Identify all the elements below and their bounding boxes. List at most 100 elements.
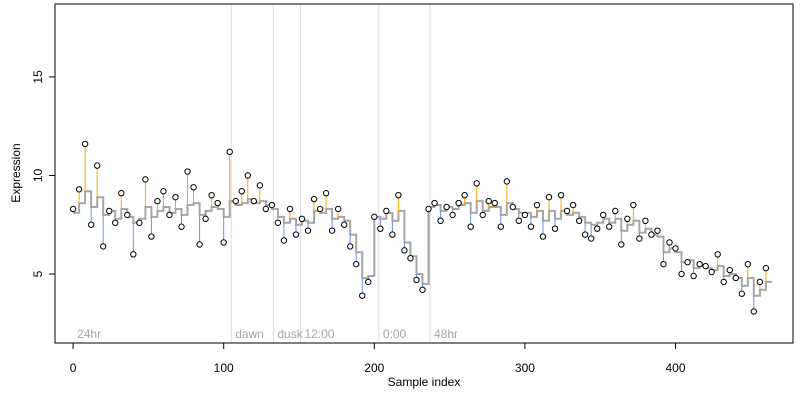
data-point	[696, 260, 703, 268]
data-point	[443, 203, 450, 211]
data-point	[756, 278, 764, 286]
data-point	[720, 278, 727, 286]
data-point	[359, 292, 366, 299]
x-axis: 0 100 200 300 400	[70, 343, 686, 375]
data-point	[190, 184, 197, 191]
data-point	[316, 205, 324, 213]
phase-label: 24hr	[77, 327, 101, 341]
phase-label: dawn	[235, 327, 264, 341]
data-point	[624, 215, 631, 223]
data-point	[75, 186, 83, 193]
x-tick-label: 300	[515, 361, 535, 375]
data-point	[527, 223, 535, 230]
data-point	[473, 180, 480, 187]
data-point	[503, 178, 511, 185]
data-point	[232, 197, 239, 205]
y-tick-label: 15	[31, 70, 45, 84]
data-point	[250, 197, 258, 205]
data-point	[148, 233, 155, 240]
data-point	[702, 262, 709, 270]
data-point	[630, 201, 637, 209]
data-point	[744, 260, 752, 268]
data-point	[425, 205, 432, 213]
data-point	[340, 221, 348, 228]
data-point	[738, 290, 745, 297]
data-point	[684, 258, 691, 266]
data-point	[99, 243, 107, 250]
data-point	[581, 231, 589, 238]
data-point	[202, 215, 209, 223]
data-point	[594, 225, 601, 232]
data-point	[551, 225, 559, 232]
data-point	[497, 223, 505, 230]
data-point	[310, 195, 318, 203]
fit-line	[73, 190, 772, 297]
data-point	[750, 308, 758, 315]
data-point	[413, 276, 420, 284]
data-point	[286, 205, 294, 213]
data-point	[521, 211, 529, 219]
data-point	[660, 260, 667, 268]
data-point	[69, 205, 77, 213]
data-point	[509, 203, 517, 211]
data-point	[437, 217, 444, 225]
data-point	[238, 188, 245, 195]
data-point	[557, 191, 565, 199]
data-point	[491, 199, 498, 207]
y-tick-label: 5	[31, 270, 45, 277]
data-point	[479, 211, 486, 219]
data-point	[334, 205, 342, 213]
data-point	[196, 241, 203, 248]
data-point	[612, 207, 619, 215]
y-axis-title: Expression	[9, 143, 23, 202]
data-point	[112, 219, 119, 226]
data-point	[726, 266, 733, 274]
data-point	[389, 231, 396, 238]
data-point	[636, 235, 643, 242]
data-point	[353, 260, 360, 268]
residual-lines	[72, 143, 767, 312]
data-point	[154, 197, 161, 205]
data-point	[708, 268, 715, 276]
data-point	[365, 278, 372, 286]
data-point	[569, 201, 577, 209]
phase-label: 12:00	[304, 327, 334, 341]
data-point	[371, 213, 378, 221]
data-point	[642, 217, 649, 225]
plot-frame	[54, 3, 794, 344]
data-point	[732, 274, 739, 282]
data-point	[431, 199, 438, 207]
data-point	[81, 140, 89, 148]
data-points	[69, 140, 770, 315]
phase-label: 48hr	[434, 327, 458, 341]
data-point	[648, 231, 655, 238]
data-point	[600, 211, 607, 219]
data-point	[666, 239, 673, 246]
data-point	[298, 215, 306, 223]
data-point	[118, 190, 125, 197]
data-point	[208, 191, 215, 199]
data-point	[539, 233, 547, 240]
phase-dividers	[230, 4, 431, 343]
data-point	[762, 264, 770, 272]
data-point	[563, 207, 571, 215]
data-point	[395, 191, 402, 199]
data-point	[654, 227, 661, 234]
data-point	[401, 247, 408, 254]
x-tick-label: 400	[666, 361, 686, 375]
data-point	[226, 148, 233, 156]
data-point	[467, 223, 474, 230]
data-point	[515, 217, 523, 225]
data-point	[304, 227, 312, 234]
x-tick-label: 0	[70, 361, 77, 375]
data-point	[449, 211, 456, 219]
data-point	[130, 251, 137, 258]
data-point	[214, 199, 221, 207]
data-point	[166, 211, 173, 219]
data-point	[575, 217, 583, 225]
y-axis: 5 10 15	[31, 70, 55, 277]
data-point	[587, 235, 595, 242]
data-point	[377, 225, 384, 232]
data-point	[678, 270, 685, 278]
